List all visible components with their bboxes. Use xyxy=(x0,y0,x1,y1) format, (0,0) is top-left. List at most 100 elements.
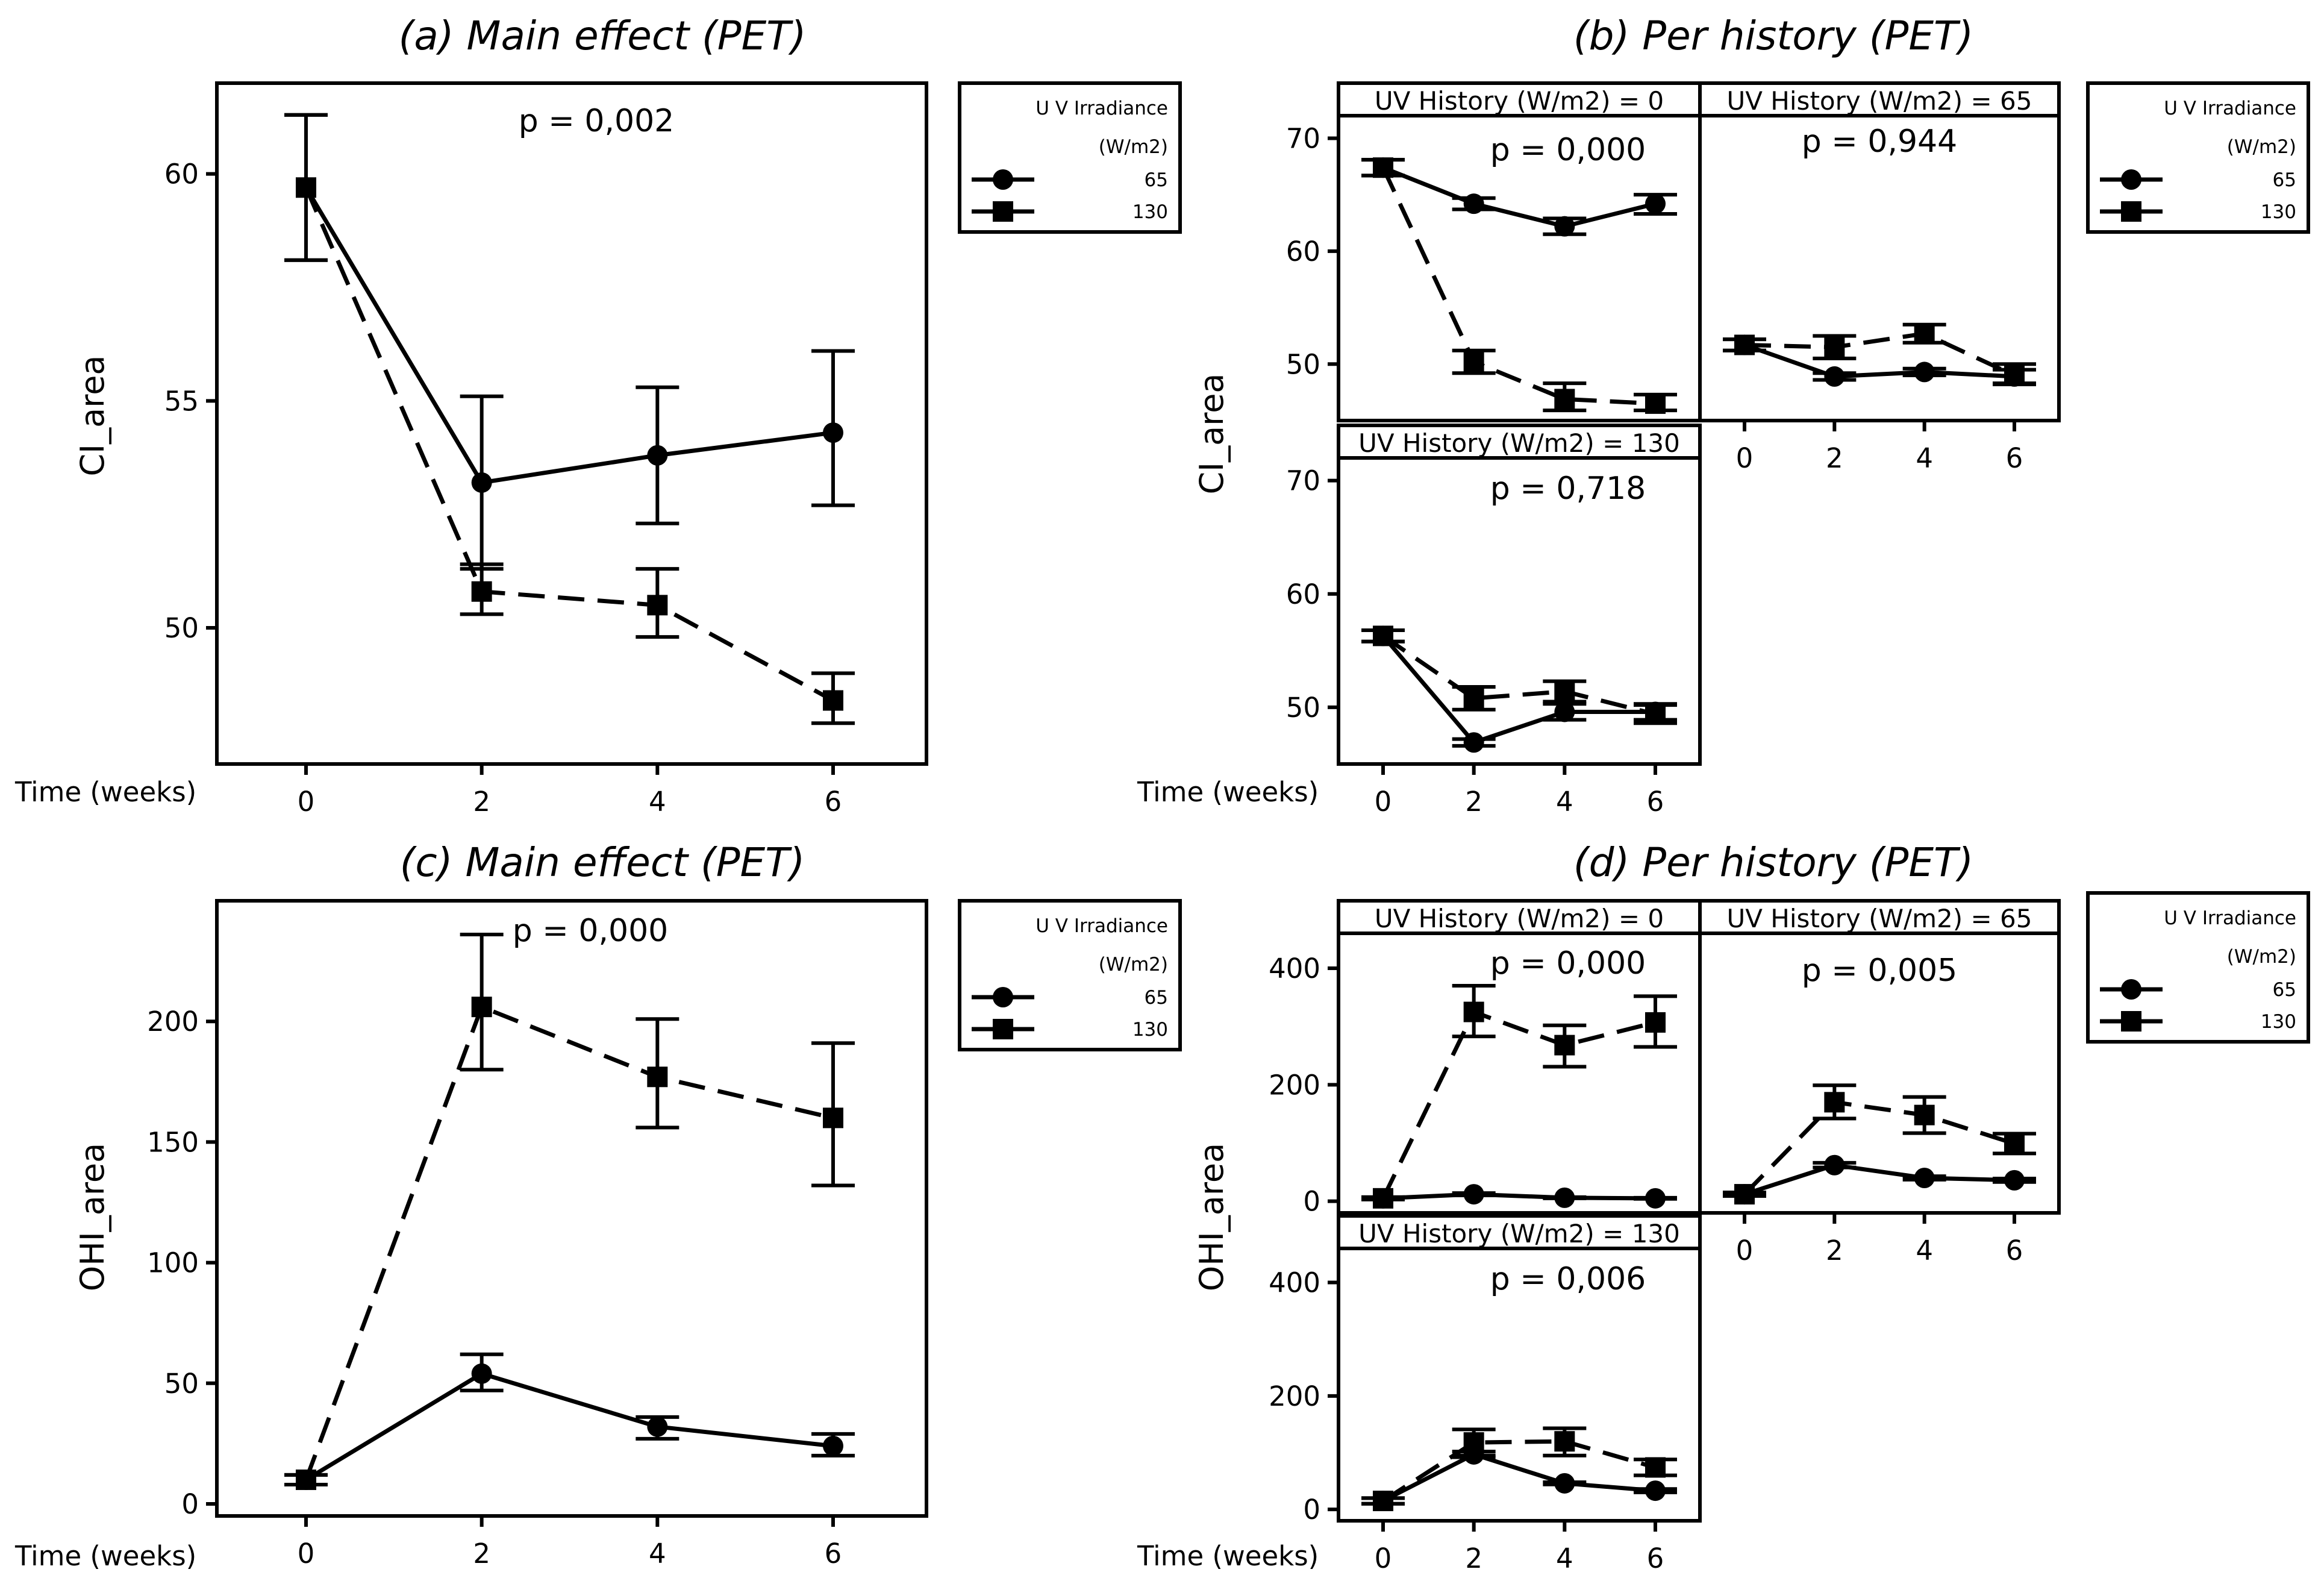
chart-3-panel-0-series-1-point-0 xyxy=(1373,1188,1393,1209)
chart-0-series-0-point-1 xyxy=(471,472,492,493)
chart-1-panel-0-series-1-point-3 xyxy=(1645,393,1666,414)
chart-2-legend: U V Irradiance (W/m2) 65 130 xyxy=(958,899,1182,1051)
chart-1-ylabel: CI_area xyxy=(1193,373,1231,494)
chart-1-panel-1-strip-label: UV History (W/m2) = 65 xyxy=(1726,86,2032,116)
chart-2-ytick-label-1: 50 xyxy=(164,1368,199,1400)
chart-0-series-1-point-2 xyxy=(647,595,668,616)
chart-3-panel-0-ytick-label-1: 200 xyxy=(1269,1069,1320,1101)
chart-3-panel-2-ytick-label-2: 400 xyxy=(1269,1267,1320,1299)
chart-1-panel-2-frame xyxy=(1337,456,1702,766)
chart-1-panel-2-xtick-label-2: 4 xyxy=(1556,786,1573,818)
chart-1-panel-2-ytick-label-2: 70 xyxy=(1286,465,1320,497)
chart-2-pvalue: p = 0,000 xyxy=(513,913,669,949)
chart-2-xtick-label-2: 4 xyxy=(649,1538,666,1570)
chart-0-xtick-label-3: 6 xyxy=(825,786,842,818)
chart-2-series-1-point-1 xyxy=(471,997,492,1018)
chart-3-panel-2: UV History (W/m2) = 130 0 200 400 0 2 4 6 p = 0,… xyxy=(1269,1214,1702,1574)
chart-1-panel-2-xtick-label-1: 2 xyxy=(1465,786,1482,818)
chart-3-panel-1-strip-label: UV History (W/m2) = 65 xyxy=(1726,904,2032,933)
chart-1-panel-1-pvalue: p = 0,944 xyxy=(1802,124,1958,160)
chart-3-panel-2-ytick-label-1: 200 xyxy=(1269,1380,1320,1412)
chart-1-panel-2-ytick-label-1: 60 xyxy=(1286,578,1320,610)
chart-0-xtick-label-2: 4 xyxy=(649,786,666,818)
chart-3-panel-0-strip-label: UV History (W/m2) = 0 xyxy=(1375,904,1664,933)
chart-2-plot-frame xyxy=(215,899,928,1518)
chart-3-panel-1-series-0-point-2 xyxy=(1914,1168,1935,1188)
chart-0-pvalue: p = 0,002 xyxy=(519,103,675,139)
chart-2-legend-label-1: 130 xyxy=(1132,1019,1168,1041)
chart-3-panel-2-xtick-label-2: 4 xyxy=(1556,1542,1573,1574)
chart-0-series-1-point-1 xyxy=(471,581,492,602)
chart-1-panel-0-series-1-point-2 xyxy=(1554,389,1575,410)
chart-3-panel-1-frame xyxy=(1698,932,2061,1215)
chart-3-panel-1-xtick-label-0: 0 xyxy=(1736,1235,1754,1267)
chart-0-ytick-label-2: 60 xyxy=(164,158,199,190)
chart-0-series-1-line xyxy=(304,186,834,703)
chart-2-legend-title: U V Irradiance xyxy=(1035,915,1168,937)
chart-1-panel-2-series-0-point-2 xyxy=(1554,701,1575,722)
chart-1-panel-2-xtick-label-0: 0 xyxy=(1375,786,1392,818)
chart-3-panel-0-series-1-point-3 xyxy=(1645,1012,1666,1033)
chart-3-panel-0-series-0-line xyxy=(1382,1192,1656,1201)
chart-3-panel-2-series-1-point-2 xyxy=(1554,1431,1575,1452)
chart-2-ytick-label-4: 200 xyxy=(147,1006,199,1038)
chart-3-panel-1-series-1-line xyxy=(1743,1100,2016,1196)
chart-0-legend-title: U V Irradiance xyxy=(1035,98,1168,119)
chart-3-title: (d) Per history (PET) xyxy=(1573,839,1973,886)
chart-1-xlabel: Time (weeks) xyxy=(1137,776,1319,808)
chart-3-panel-0-series-0-point-2 xyxy=(1554,1187,1575,1208)
chart-0-legend-box xyxy=(958,81,1182,234)
chart-1-panel-1-series-0-point-2 xyxy=(1914,362,1935,383)
chart-0-series-0-point-3 xyxy=(823,422,843,443)
chart-1-panel-1-xtick-label-1: 2 xyxy=(1826,442,1843,474)
chart-1-panel-1-series-1-point-2 xyxy=(1914,323,1935,344)
chart-2-series-0-point-2 xyxy=(647,1416,668,1437)
chart-1-panel-2-pvalue: p = 0,718 xyxy=(1490,471,1646,507)
chart-0-series-1-point-3 xyxy=(823,690,843,711)
chart-1-panel-1-series-1-point-1 xyxy=(1824,337,1845,358)
chart-3-panel-2-series-1-point-3 xyxy=(1645,1457,1666,1478)
chart-3-panel-1: UV History (W/m2) = 65 0 2 4 6 p = 0,005 xyxy=(1698,899,2061,1267)
chart-1-legend-marker-0 xyxy=(2121,169,2141,190)
chart-3-xlabel: Time (weeks) xyxy=(1137,1540,1319,1572)
chart-3-panel-1-series-0-point-1 xyxy=(1824,1154,1845,1176)
chart-0-legend-marker-1 xyxy=(993,201,1013,222)
chart-1-panel-2-ytick-label-0: 50 xyxy=(1286,692,1320,724)
chart-3-panel-2-xtick-label-0: 0 xyxy=(1375,1542,1392,1574)
chart-1-panel-0: UV History (W/m2) = 0 50 60 70 p = 0,000 xyxy=(1286,81,1702,422)
chart-2-ytick-label-0: 0 xyxy=(181,1488,199,1520)
chart-1-panel-0-series-1-line xyxy=(1381,166,1656,406)
chart-3-ylabel: OHI_area xyxy=(1193,1143,1231,1291)
chart-1-panel-0-ytick-label-0: 50 xyxy=(1286,348,1320,380)
chart-1-panel-2-series-1-point-1 xyxy=(1463,687,1484,709)
chart-2-series-1-point-0 xyxy=(296,1469,316,1490)
chart-1-panel-1-frame xyxy=(1698,114,2061,422)
chart-3-panel-1-series-1-point-3 xyxy=(2004,1133,2025,1154)
chart-0-ylabel: CI_area xyxy=(73,355,111,476)
chart-0-title: (a) Main effect (PET) xyxy=(399,13,807,59)
chart-1-panel-1-series-1-line xyxy=(1744,331,2016,378)
chart-3-panel-2-series-1-point-0 xyxy=(1373,1491,1393,1512)
chart-3-panel-1-series-0-point-3 xyxy=(2004,1170,2025,1191)
chart-3-panel-2-series-0-point-2 xyxy=(1554,1473,1575,1494)
chart-1-panel-1: UV History (W/m2) = 65 0 2 4 6 p = 0,944 xyxy=(1698,81,2061,474)
chart-3-panel-0-series-1-point-2 xyxy=(1554,1035,1575,1056)
chart-3-panel-2-series-1-line xyxy=(1382,1439,1656,1503)
chart-3-panel-1-series-1-point-0 xyxy=(1734,1184,1755,1205)
chart-2-xtick-label-3: 6 xyxy=(825,1538,842,1570)
chart-1-panel-2: UV History (W/m2) = 130 50 60 70 0 2 4 6 p = 0,7… xyxy=(1286,424,1702,818)
chart-1-panel-2-series-0-point-1 xyxy=(1463,732,1484,753)
chart-1-panel-2-series-1-point-3 xyxy=(1645,704,1666,725)
chart-1-panel-2-strip-label: UV History (W/m2) = 130 xyxy=(1358,428,1680,458)
chart-1-panel-1-series-0-line xyxy=(1743,343,2015,379)
chart-1-panel-0-series-0-point-3 xyxy=(1645,193,1666,214)
chart-2-series-0-line xyxy=(305,1371,834,1482)
chart-3-legend-title: U V Irradiance xyxy=(2164,907,2296,929)
chart-2-series-0-point-1 xyxy=(471,1363,492,1384)
chart-1-legend-label-0: 65 xyxy=(2273,169,2296,191)
chart-1-panel-2-series-0-line xyxy=(1381,634,1655,745)
chart-1-panel-2-series-1-point-0 xyxy=(1373,625,1393,647)
chart-1-panel-0-series-0-point-2 xyxy=(1554,216,1575,237)
chart-3-legend-marker-1 xyxy=(2121,1011,2141,1032)
chart-3-panel-1-series-0-line xyxy=(1743,1163,2015,1197)
